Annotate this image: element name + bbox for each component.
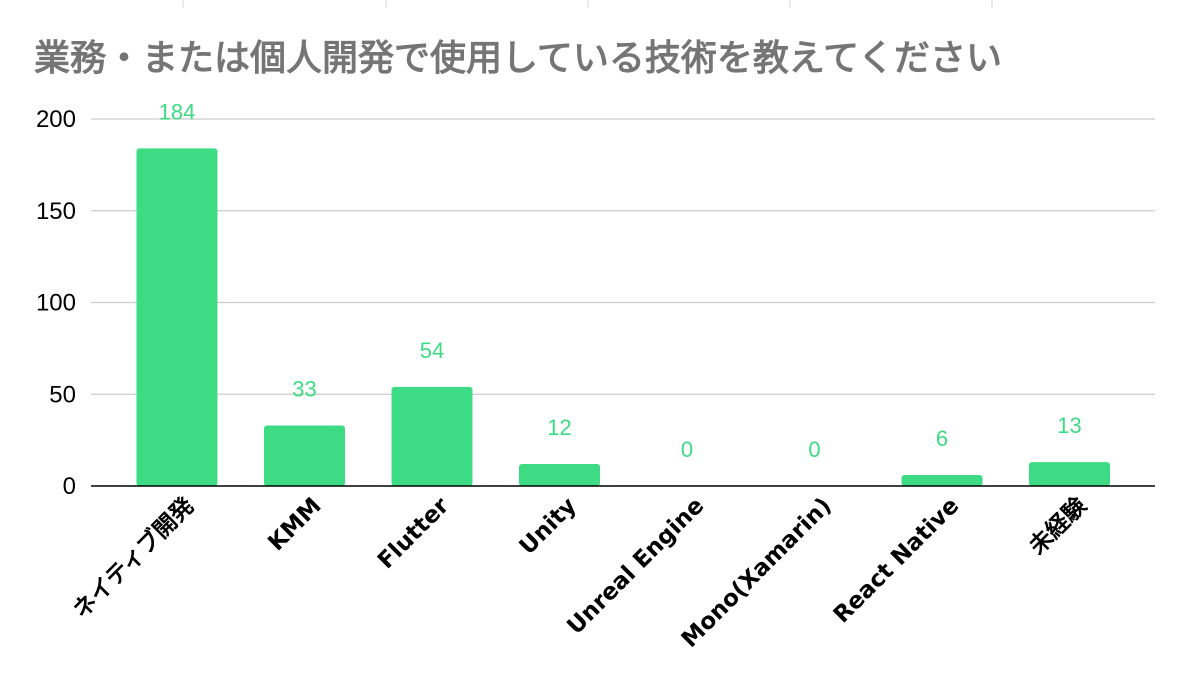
x-tick-label: Unreal Engine [562,493,709,640]
x-tick-label: Unity [515,493,582,560]
gridlines [91,118,1155,395]
x-tick-label: 未経験 [1024,491,1093,560]
chart-title: 業務・または個人開発で使用している技術を教えてください [34,38,1002,79]
y-tick-label: 200 [36,106,76,133]
bar [1029,462,1110,486]
data-label: 13 [1057,413,1081,438]
bar [391,386,473,486]
x-tick-label: Flutter [373,492,455,574]
bar [901,474,983,486]
x-tick-label: React Native [829,493,965,629]
y-tick-label: 100 [36,290,76,317]
data-label: 184 [159,99,196,124]
bar [136,148,218,487]
data-label: 12 [547,415,571,440]
data-labels: 184 33 54 12 0 0 6 13 [159,99,1082,462]
data-label: 0 [808,437,820,462]
top-divider-ticks [182,0,993,8]
data-label: 0 [681,437,693,462]
data-label: 54 [420,338,444,363]
bar [519,463,600,486]
data-label: 6 [936,426,948,451]
y-tick-label: 150 [36,198,76,225]
y-tick-label: 0 [63,473,76,500]
x-tick-label: ネイティブ開発 [68,491,200,623]
x-tick-label: KMM [263,493,326,556]
data-label: 33 [292,376,316,401]
bar [264,425,345,486]
y-tick-label: 50 [49,381,76,408]
y-axis-ticks: 0 50 100 150 200 [36,106,76,500]
bars [136,148,1110,487]
